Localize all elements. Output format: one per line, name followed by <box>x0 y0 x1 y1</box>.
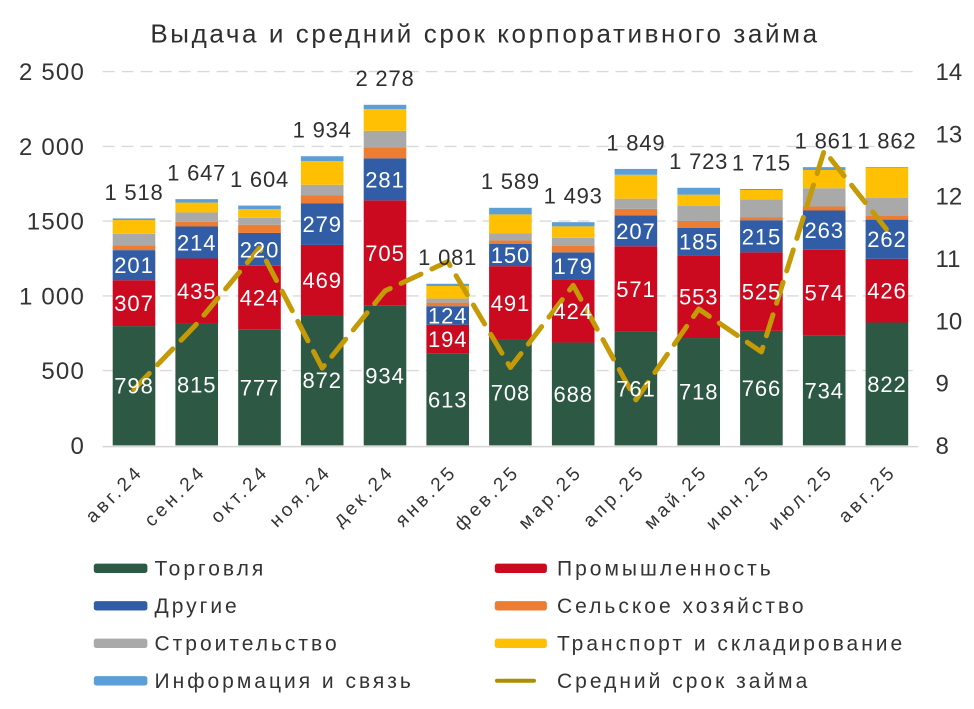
svg-text:424: 424 <box>240 286 279 311</box>
svg-text:179: 179 <box>553 254 592 279</box>
svg-text:734: 734 <box>804 379 843 404</box>
svg-text:307: 307 <box>114 291 153 316</box>
svg-text:Транспорт и складирование: Транспорт и складирование <box>557 633 905 656</box>
svg-text:1 934: 1 934 <box>293 118 352 143</box>
svg-text:777: 777 <box>240 375 279 400</box>
svg-text:815: 815 <box>177 373 216 398</box>
svg-text:279: 279 <box>302 212 341 237</box>
svg-text:798: 798 <box>114 374 153 399</box>
svg-text:469: 469 <box>302 268 341 293</box>
svg-text:491: 491 <box>491 291 530 316</box>
svg-text:2 500: 2 500 <box>19 59 85 86</box>
svg-text:Строительство: Строительство <box>155 633 340 656</box>
svg-text:2 278: 2 278 <box>355 66 414 91</box>
svg-text:571: 571 <box>616 277 655 302</box>
svg-text:207: 207 <box>616 219 655 244</box>
svg-text:705: 705 <box>365 241 404 266</box>
svg-text:150: 150 <box>491 243 530 268</box>
svg-text:822: 822 <box>867 372 906 397</box>
svg-text:262: 262 <box>867 227 906 252</box>
svg-text:281: 281 <box>365 167 404 192</box>
svg-text:1 647: 1 647 <box>167 161 226 186</box>
svg-text:761: 761 <box>616 377 655 402</box>
svg-text:Торговля: Торговля <box>155 558 267 581</box>
svg-text:185: 185 <box>679 230 718 255</box>
svg-text:2 000: 2 000 <box>19 134 85 161</box>
svg-text:Другие: Другие <box>155 595 240 618</box>
svg-text:1 589: 1 589 <box>481 169 540 194</box>
svg-text:934: 934 <box>365 364 404 389</box>
svg-text:220: 220 <box>240 237 279 262</box>
svg-text:435: 435 <box>177 279 216 304</box>
svg-text:8: 8 <box>936 433 949 460</box>
svg-text:1 493: 1 493 <box>544 184 603 209</box>
svg-text:201: 201 <box>114 253 153 278</box>
svg-text:613: 613 <box>428 388 467 413</box>
svg-text:1 518: 1 518 <box>104 180 163 205</box>
svg-text:Промышленность: Промышленность <box>557 558 774 581</box>
svg-text:424: 424 <box>553 299 592 324</box>
svg-text:14: 14 <box>936 59 963 86</box>
svg-text:214: 214 <box>177 231 216 256</box>
svg-text:263: 263 <box>804 218 843 243</box>
svg-text:688: 688 <box>553 382 592 407</box>
svg-text:553: 553 <box>679 285 718 310</box>
svg-text:1 715: 1 715 <box>732 150 791 175</box>
svg-text:0: 0 <box>70 433 85 460</box>
svg-text:1 081: 1 081 <box>418 245 477 270</box>
svg-text:124: 124 <box>428 304 467 329</box>
svg-text:Сельское хозяйство: Сельское хозяйство <box>557 595 807 618</box>
svg-text:194: 194 <box>428 327 467 352</box>
svg-text:525: 525 <box>742 280 781 305</box>
svg-text:718: 718 <box>679 380 718 405</box>
svg-text:766: 766 <box>742 376 781 401</box>
svg-text:1 000: 1 000 <box>19 283 85 310</box>
svg-text:426: 426 <box>867 279 906 304</box>
svg-text:12: 12 <box>936 184 963 211</box>
svg-text:1500: 1500 <box>27 209 85 236</box>
svg-text:1 862: 1 862 <box>857 128 916 153</box>
svg-text:Средний срок займа: Средний срок займа <box>557 670 810 693</box>
svg-text:1 861: 1 861 <box>795 129 854 154</box>
svg-text:Выдача и средний срок корпорат: Выдача и средний срок корпоративного зай… <box>150 19 819 49</box>
svg-text:215: 215 <box>742 224 781 249</box>
svg-text:708: 708 <box>491 381 530 406</box>
svg-text:1 604: 1 604 <box>230 167 289 192</box>
svg-text:574: 574 <box>804 281 843 306</box>
svg-text:1 723: 1 723 <box>669 149 728 174</box>
svg-text:13: 13 <box>936 121 963 148</box>
svg-text:10: 10 <box>936 308 963 335</box>
svg-text:1 849: 1 849 <box>606 130 665 155</box>
svg-text:11: 11 <box>936 246 961 273</box>
svg-text:Информация и связь: Информация и связь <box>155 670 414 693</box>
svg-text:9: 9 <box>936 371 949 398</box>
svg-text:500: 500 <box>41 358 85 385</box>
svg-text:872: 872 <box>302 368 341 393</box>
